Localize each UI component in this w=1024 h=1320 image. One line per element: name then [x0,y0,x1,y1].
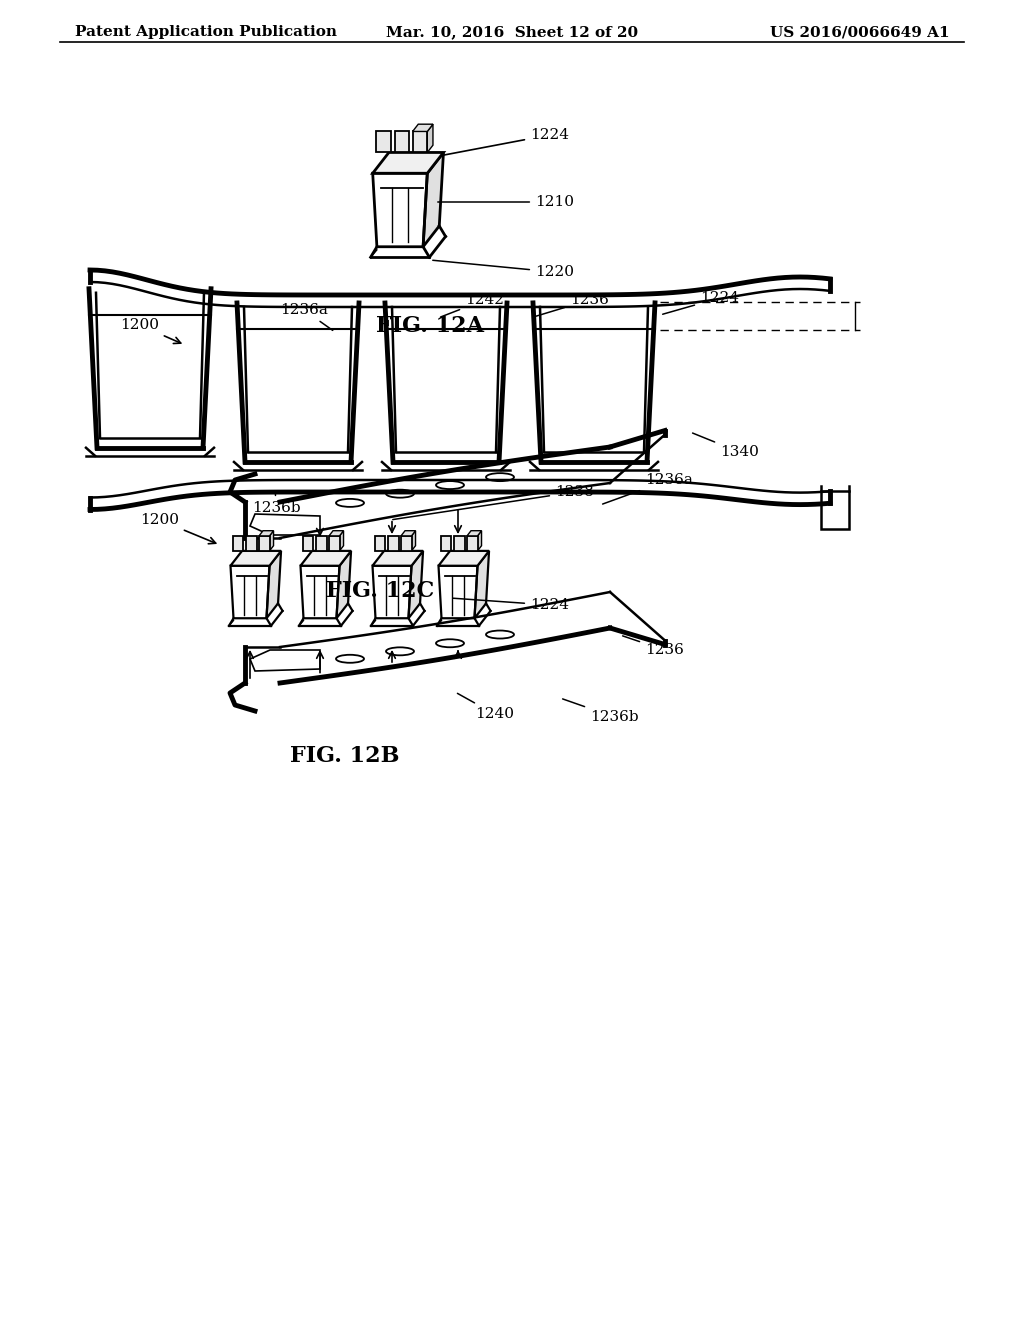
Text: FIG. 12B: FIG. 12B [290,744,399,767]
Polygon shape [303,536,313,550]
Text: 1220: 1220 [433,260,574,279]
Text: 1236b: 1236b [252,491,301,515]
Text: 1236: 1236 [623,636,684,657]
Polygon shape [230,550,281,566]
Polygon shape [467,531,481,536]
Polygon shape [412,531,416,550]
Polygon shape [427,124,433,153]
Text: 1240: 1240 [458,693,514,721]
Text: 1224: 1224 [663,290,739,314]
Bar [821,491,849,529]
Text: 1236a: 1236a [280,304,333,330]
Text: 1236a: 1236a [602,473,693,504]
Polygon shape [376,132,390,153]
Polygon shape [438,550,489,566]
Polygon shape [401,531,416,536]
Polygon shape [474,550,489,618]
Polygon shape [375,536,385,550]
Polygon shape [316,536,327,550]
Polygon shape [232,536,244,550]
Polygon shape [329,536,340,550]
Text: 1238: 1238 [393,484,594,520]
Polygon shape [340,531,343,550]
Polygon shape [329,531,343,536]
Polygon shape [455,536,465,550]
Polygon shape [467,536,477,550]
Text: Patent Application Publication: Patent Application Publication [75,25,337,40]
Polygon shape [300,550,351,566]
Polygon shape [440,536,452,550]
Polygon shape [394,132,410,153]
Text: 1242: 1242 [440,293,504,317]
Text: 1236: 1236 [532,293,609,317]
Text: 1340: 1340 [692,433,759,459]
Text: 1224: 1224 [407,128,569,164]
Text: US 2016/0066649 A1: US 2016/0066649 A1 [770,25,950,40]
Text: Mar. 10, 2016  Sheet 12 of 20: Mar. 10, 2016 Sheet 12 of 20 [386,25,638,40]
Polygon shape [246,536,257,550]
Polygon shape [373,550,423,566]
Polygon shape [266,550,281,618]
Text: FIG. 12A: FIG. 12A [376,315,484,337]
Polygon shape [388,536,398,550]
Polygon shape [477,531,481,550]
Text: 1200: 1200 [120,318,181,343]
Text: FIG. 12C: FIG. 12C [326,579,434,602]
Polygon shape [269,531,273,550]
Text: 1236b: 1236b [562,698,639,723]
Polygon shape [337,550,351,618]
Text: 1224: 1224 [453,598,569,612]
Polygon shape [401,536,412,550]
Polygon shape [413,124,433,132]
Polygon shape [373,153,443,173]
Polygon shape [409,550,423,618]
Polygon shape [259,531,273,536]
Polygon shape [423,153,443,247]
Polygon shape [259,536,269,550]
Polygon shape [413,132,427,153]
Text: 1210: 1210 [438,195,574,209]
Text: 1200: 1200 [140,513,216,544]
